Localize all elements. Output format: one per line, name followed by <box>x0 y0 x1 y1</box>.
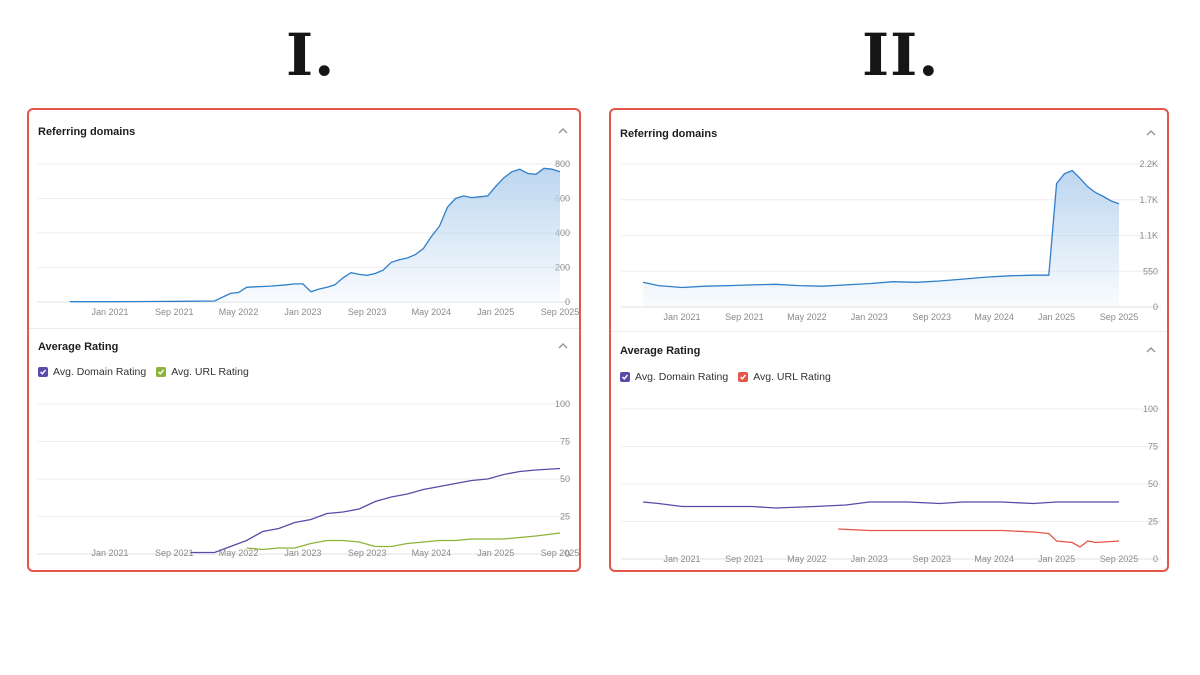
x-tick-label: Sep 2021 <box>155 548 194 558</box>
y-tick-label: 75 <box>560 437 570 447</box>
y-tick-label: 600 <box>555 194 570 204</box>
panel-heading-2: II. <box>862 21 940 89</box>
series-line-url-rating <box>246 532 561 551</box>
series-area <box>643 170 1119 307</box>
referring-domains-chart: 2.2K 1.7K 1.1K 550 0 Jan 2021 Sep 2021 May 2022… <box>621 159 1161 322</box>
checkbox-checked-icon[interactable] <box>38 367 48 377</box>
chevron-up-icon[interactable] <box>557 125 569 137</box>
y-tick-label: 75 <box>1148 442 1158 452</box>
x-tick-label: Jan 2021 <box>91 307 128 317</box>
checkbox-checked-icon[interactable] <box>738 372 749 382</box>
series-line-url-rating <box>838 528 1120 548</box>
x-tick-label: Jan 2021 <box>663 554 700 564</box>
referring-domains-chart: 800 600 400 200 0 Jan 2021 Sep 2021 May 2022 Jan… <box>37 159 579 317</box>
x-tick-label: Jan 2021 <box>663 312 700 322</box>
x-tick-label: Jan 2023 <box>284 548 321 558</box>
x-tick-label: Sep 2025 <box>541 548 579 558</box>
section-divider <box>611 331 1167 332</box>
x-tick-label: Sep 2023 <box>912 554 951 564</box>
series-line <box>642 169 1120 289</box>
y-tick-label: 50 <box>560 474 570 484</box>
x-tick-label: May 2022 <box>787 312 827 322</box>
average-rating-title: Average Rating <box>38 341 119 353</box>
x-tick-label: Sep 2025 <box>1100 554 1139 564</box>
x-tick-label: Sep 2025 <box>1100 312 1139 322</box>
legend-label: Avg. URL Rating <box>171 366 249 378</box>
legend-domain-rating[interactable]: Avg. Domain Rating <box>38 366 146 378</box>
legend-url-rating[interactable]: Avg. URL Rating <box>738 371 831 383</box>
referring-domains-title: Referring domains <box>620 128 718 140</box>
section-divider <box>29 328 579 329</box>
x-tick-label: Sep 2021 <box>155 307 194 317</box>
y-tick-label: 0 <box>565 549 570 559</box>
chevron-up-icon[interactable] <box>557 340 569 352</box>
x-tick-label: May 2022 <box>219 307 259 317</box>
panel-2: Referring domains 2.2K 1.7K 1.1K 550 0 Jan 20… <box>609 108 1169 572</box>
x-tick-label: May 2024 <box>974 312 1014 322</box>
x-tick-label: Sep 2025 <box>541 307 579 317</box>
x-tick-label: Jan 2023 <box>851 312 888 322</box>
x-tick-label: Sep 2021 <box>725 554 764 564</box>
y-tick-label: 200 <box>555 263 570 273</box>
y-tick-label: 400 <box>555 228 570 238</box>
legend-label: Avg. Domain Rating <box>635 371 729 383</box>
referring-domains-title: Referring domains <box>38 126 136 138</box>
average-rating-chart: 100 75 50 25 0 Jan 2021 Sep 2021 May 2022 Jan 20… <box>37 399 579 559</box>
checkbox-checked-icon[interactable] <box>156 367 167 377</box>
checkbox-checked-icon[interactable] <box>620 372 630 382</box>
y-tick-label: 800 <box>555 159 570 169</box>
series-area <box>69 168 561 302</box>
legend-label: Avg. URL Rating <box>753 371 831 383</box>
series-line-domain-rating <box>190 467 561 554</box>
chevron-up-icon[interactable] <box>1145 127 1157 139</box>
y-tick-label: 0 <box>1153 302 1158 312</box>
y-tick-label: 2.2K <box>1139 159 1158 169</box>
chevron-up-icon[interactable] <box>1145 344 1157 356</box>
legend-domain-rating[interactable]: Avg. Domain Rating <box>620 371 728 383</box>
x-tick-label: Sep 2023 <box>348 307 387 317</box>
panel-heading-1: I. <box>286 21 336 89</box>
rating-legend: Avg. Domain Rating Avg. URL Rating <box>620 371 831 383</box>
average-rating-title: Average Rating <box>620 345 701 357</box>
average-rating-chart: 100 75 50 25 0 Jan 2021 Sep 2021 May 2022 Jan 20… <box>621 404 1161 564</box>
series-line <box>69 167 561 303</box>
x-tick-label: May 2024 <box>412 548 452 558</box>
x-tick-label: Jan 2025 <box>477 548 514 558</box>
x-tick-label: May 2024 <box>412 307 452 317</box>
x-tick-label: Jan 2023 <box>851 554 888 564</box>
x-tick-label: May 2024 <box>974 554 1014 564</box>
y-tick-label: 0 <box>565 297 570 307</box>
y-tick-label: 1.1K <box>1139 231 1158 241</box>
rating-legend: Avg. Domain Rating Avg. URL Rating <box>38 366 249 378</box>
y-tick-label: 25 <box>560 512 570 522</box>
x-tick-label: Jan 2021 <box>91 548 128 558</box>
y-tick-label: 0 <box>1153 554 1158 564</box>
x-tick-label: Sep 2021 <box>725 312 764 322</box>
y-tick-label: 100 <box>1143 404 1158 414</box>
x-tick-label: Sep 2023 <box>912 312 951 322</box>
y-tick-label: 1.7K <box>1139 195 1158 205</box>
x-tick-label: Jan 2025 <box>1038 312 1075 322</box>
x-tick-label: May 2022 <box>219 548 259 558</box>
x-tick-label: Jan 2025 <box>1038 554 1075 564</box>
series-line-domain-rating <box>642 501 1119 509</box>
x-tick-label: Jan 2023 <box>284 307 321 317</box>
y-tick-label: 50 <box>1148 479 1158 489</box>
x-tick-label: May 2022 <box>787 554 827 564</box>
legend-label: Avg. Domain Rating <box>53 366 147 378</box>
x-tick-label: Jan 2025 <box>477 307 514 317</box>
y-tick-label: 100 <box>555 399 570 409</box>
panel-1: Referring domains 800 600 400 200 0 Jan 2021 S… <box>27 108 581 572</box>
x-tick-label: Sep 2023 <box>348 548 387 558</box>
y-tick-label: 25 <box>1148 517 1158 527</box>
y-tick-label: 550 <box>1143 266 1158 276</box>
legend-url-rating[interactable]: Avg. URL Rating <box>156 366 249 378</box>
